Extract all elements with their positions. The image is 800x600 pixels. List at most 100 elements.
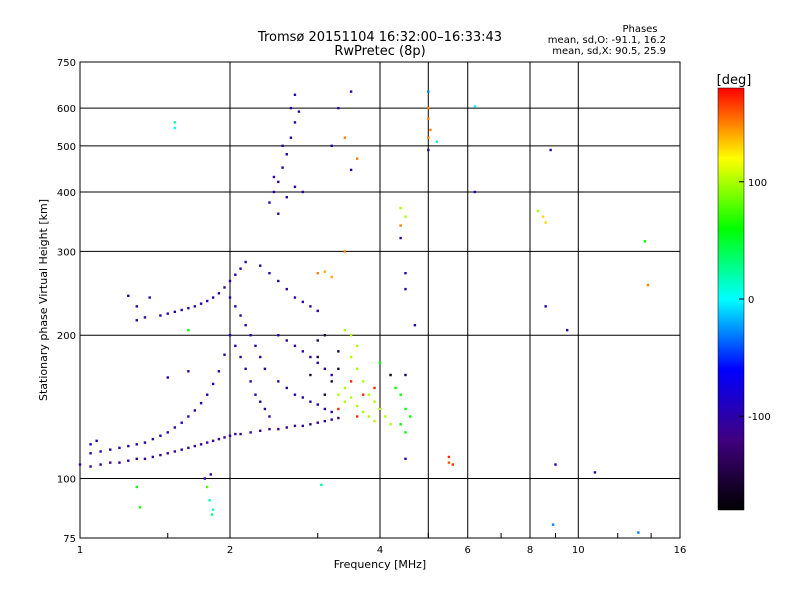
data-point (277, 212, 280, 215)
data-point (259, 400, 262, 403)
data-point (323, 367, 327, 371)
data-point (217, 437, 221, 441)
data-point (323, 419, 327, 423)
data-point (289, 136, 293, 139)
data-point (349, 396, 353, 399)
data-point (234, 273, 237, 276)
data-point (427, 106, 430, 110)
data-point (394, 386, 397, 390)
data-point (330, 380, 333, 383)
data-point (316, 403, 319, 406)
data-point (293, 185, 297, 189)
data-point (127, 459, 130, 462)
data-point (211, 296, 215, 299)
data-point (244, 367, 247, 371)
data-point (293, 344, 297, 348)
data-point (159, 314, 162, 317)
data-point (643, 240, 647, 243)
data-point (211, 382, 215, 386)
colorbar-ticks: 100 0 -100 (739, 178, 771, 423)
data-point (316, 361, 319, 365)
x-axis-label: Frequency [MHz] (334, 558, 426, 571)
data-point (389, 373, 392, 377)
data-point (355, 367, 359, 371)
data-point (205, 485, 209, 489)
data-point (228, 334, 232, 337)
data-point (378, 407, 382, 411)
data-point (228, 296, 232, 299)
data-point (337, 416, 340, 420)
data-point (166, 376, 169, 379)
data-point (293, 393, 297, 396)
data-point (127, 294, 130, 298)
data-point (373, 386, 376, 390)
y-tick-label: 400 (57, 188, 76, 199)
data-point (89, 443, 92, 446)
data-point (208, 499, 211, 502)
data-point (544, 305, 547, 308)
data-point (285, 426, 288, 429)
data-point (361, 410, 365, 414)
data-point (309, 305, 312, 308)
data-point (187, 415, 190, 418)
data-point (193, 409, 197, 412)
data-point (297, 110, 301, 113)
data-point (316, 421, 319, 424)
data-point (285, 386, 288, 390)
data-point (268, 272, 271, 275)
data-point (187, 446, 190, 450)
stats-line-o: mean, sd,O: -91.1, 16.2 (548, 35, 666, 46)
data-point (378, 361, 382, 365)
data-point (127, 444, 130, 448)
data-point (281, 166, 284, 169)
data-point (404, 431, 407, 434)
data-point (285, 195, 288, 199)
data-point (166, 431, 169, 434)
data-point (78, 463, 82, 466)
data-point (143, 316, 147, 319)
data-point (316, 339, 319, 342)
colorbar-tick-label: -100 (748, 412, 771, 423)
data-point (135, 319, 138, 322)
data-point (399, 423, 402, 426)
data-point (285, 339, 288, 342)
data-point (95, 439, 98, 443)
data-point (549, 148, 552, 152)
data-point (316, 355, 319, 359)
data-point (151, 455, 155, 459)
data-point (565, 328, 569, 332)
data-point (536, 209, 540, 213)
data-point (159, 453, 162, 457)
data-point (349, 168, 353, 172)
data-point (593, 471, 597, 474)
data-point (309, 355, 312, 359)
data-point (384, 415, 387, 418)
data-point (173, 121, 177, 124)
data-point (316, 309, 319, 313)
data-point (209, 473, 212, 476)
data-point (323, 334, 327, 337)
data-point (272, 175, 276, 179)
y-tick-label: 200 (57, 331, 76, 342)
data-point (389, 423, 392, 426)
data-point (228, 279, 232, 283)
data-point (427, 136, 430, 139)
data-point (249, 334, 252, 337)
data-point (277, 380, 280, 383)
data-point (187, 370, 190, 373)
data-point (193, 305, 197, 308)
data-point (187, 306, 190, 310)
data-point (159, 434, 162, 437)
data-point (99, 463, 102, 466)
data-point (337, 407, 340, 411)
data-point (551, 523, 555, 526)
data-point (343, 250, 347, 253)
data-point (373, 419, 376, 423)
x-tick-label: 8 (527, 545, 533, 556)
data-point (180, 448, 183, 451)
data-point (355, 157, 359, 160)
data-point (451, 463, 455, 466)
data-point (447, 455, 451, 459)
data-point (404, 272, 407, 275)
chart-subtitle: RwPretec (8p) (334, 44, 425, 59)
